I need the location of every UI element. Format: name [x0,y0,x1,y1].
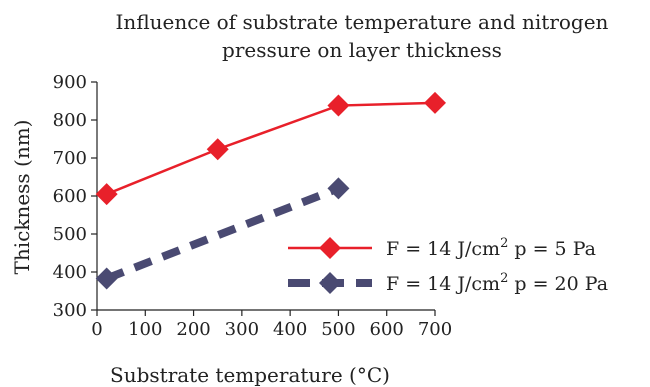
x-tick-label: 0 [91,319,102,340]
y-tick-label: 300 [53,300,87,321]
x-tick-label: 100 [128,319,162,340]
series-2-point [95,267,118,290]
x-tick-label: 400 [273,319,307,340]
y-tick-label: 800 [53,110,87,131]
series-1-point [424,91,446,114]
x-tick-label: 500 [321,319,355,340]
legend-2-marker [319,272,341,294]
chart-title-line1: Influence of substrate temperature and n… [116,10,609,34]
series-1-point [206,138,229,161]
legend-2-label: F = 14 J/cm2 p = 20 Pa [386,271,608,295]
series-1-line [106,101,436,196]
y-tick-label: 500 [53,224,87,245]
chart-title-line2: pressure on layer thickness [222,38,502,62]
legend-1-marker [319,237,341,259]
y-tick-label: 900 [53,72,87,93]
x-tick-label: 300 [225,319,259,340]
x-axis-label: Substrate temperature (°C) [110,363,390,387]
series-2-line [105,184,340,283]
y-tick-label: 400 [53,262,87,283]
y-axis-label: Thickness (nm) [10,120,34,275]
series-1-point [95,183,118,206]
plot-area: 300 400 500 600 700 800 900 0 100 200 300 400 500 600… [53,72,453,340]
x-tick-label: 700 [418,319,452,340]
series-2-point [327,177,350,200]
y-tick-label: 600 [53,186,87,207]
legend: F = 14 J/cm2 p = 5 Pa F = 14 J/cm2 p = 20… [288,236,608,295]
x-tick-label: 200 [176,319,210,340]
x-tick-label: 600 [370,319,404,340]
legend-1-label: F = 14 J/cm2 p = 5 Pa [386,236,596,260]
y-tick-label: 700 [53,148,87,169]
series-1-point [327,94,350,117]
